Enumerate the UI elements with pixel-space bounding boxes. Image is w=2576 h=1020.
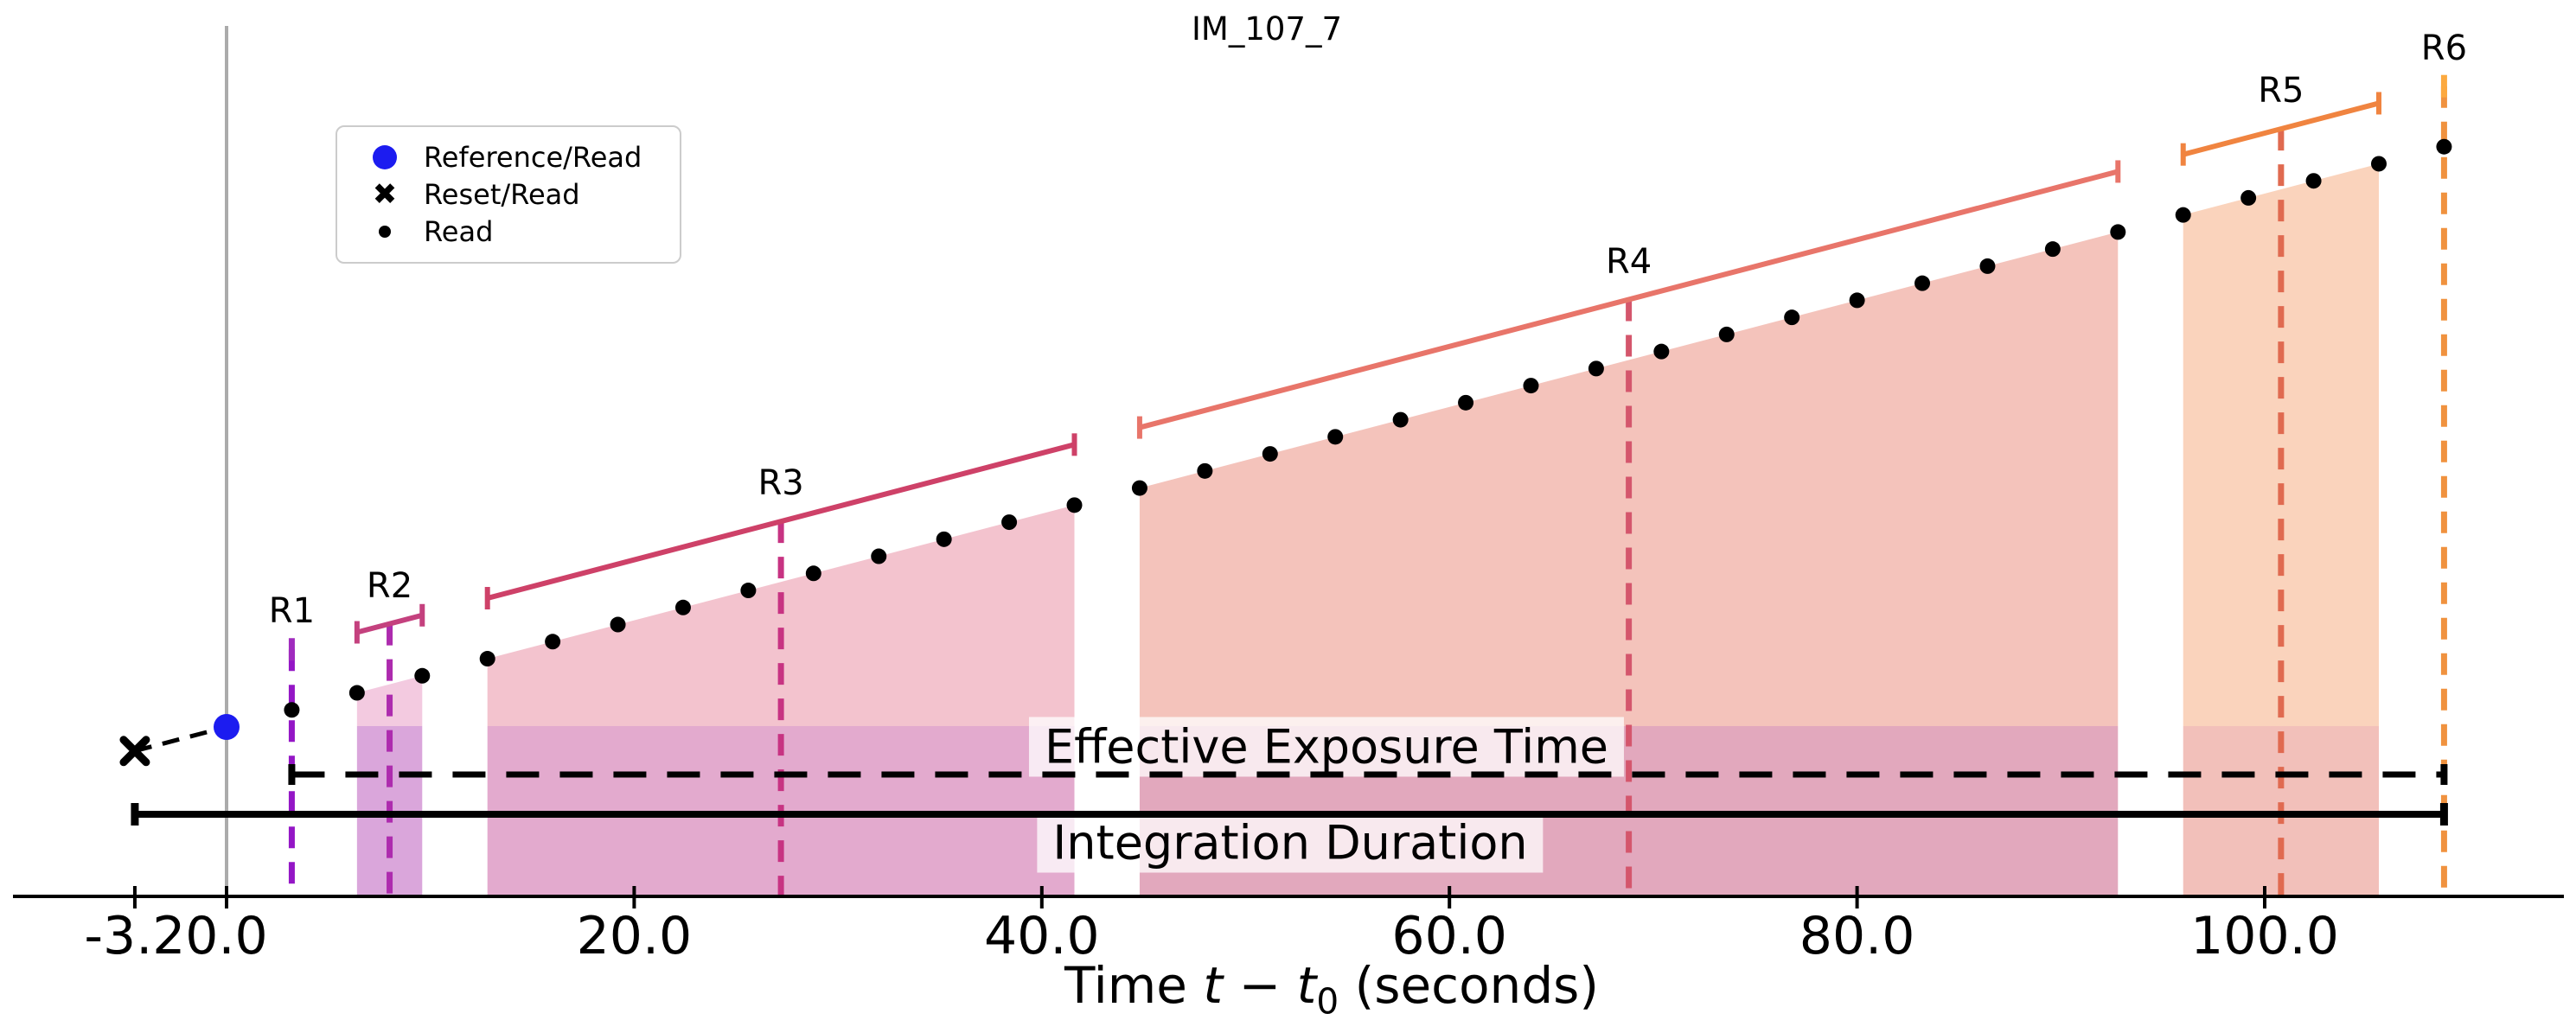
read-dot xyxy=(2110,224,2126,240)
group-label-R2: R2 xyxy=(366,565,413,606)
group-band-upper-R3 xyxy=(487,505,1075,726)
reference-read-dot xyxy=(214,714,240,740)
integration-duration-label: Integration Duration xyxy=(1037,813,1544,873)
read-dot xyxy=(479,651,495,667)
group-label-R6: R6 xyxy=(2420,28,2468,68)
read-marker-icon xyxy=(379,225,391,238)
xlabel-t-var: t xyxy=(1203,956,1224,1015)
x-tick-label: 0.0 xyxy=(185,906,268,966)
legend-label-reference: Reference/Read xyxy=(424,141,642,175)
read-dot xyxy=(1066,497,1083,513)
read-dot xyxy=(871,548,887,564)
group-label-R5: R5 xyxy=(2258,71,2304,112)
x-tick-label: 40.0 xyxy=(984,906,1100,966)
read-dot xyxy=(1458,394,1474,411)
chart-title: IM_107_7 xyxy=(1192,10,1342,48)
x-axis-label: Time t − t0 (seconds) xyxy=(1064,956,1599,1020)
group-bracket-R3 xyxy=(486,442,1076,601)
read-dot xyxy=(348,685,365,701)
xlabel-t0-var: t xyxy=(1296,956,1317,1015)
read-dot xyxy=(1914,275,1931,291)
legend-row-reference: Reference/Read xyxy=(346,139,671,176)
effective-exposure-label: Effective Exposure Time xyxy=(1028,717,1625,777)
group-label-R4: R4 xyxy=(1605,241,1652,282)
group-bracket-R5 xyxy=(2182,100,2380,157)
read-dot xyxy=(2370,156,2387,172)
read-dot xyxy=(2175,207,2191,223)
reset-to-reference-connector xyxy=(134,724,227,754)
read-dot xyxy=(545,634,561,650)
group-bracket-R4 xyxy=(1139,169,2119,430)
read-dot xyxy=(1784,309,1800,326)
x-tick-label: 60.0 xyxy=(1391,906,1507,966)
read-dot xyxy=(1262,446,1278,462)
legend-label-reset: Reset/Read xyxy=(424,178,580,211)
group-band-upper-R5 xyxy=(2183,163,2379,726)
legend-row-reset: ✖ Reset/Read xyxy=(346,176,671,214)
legend-label-read: Read xyxy=(424,214,494,248)
xlabel-minus: − xyxy=(1223,956,1297,1015)
read-dot xyxy=(2240,189,2257,206)
read-dot xyxy=(805,565,821,582)
legend-box: Reference/Read ✖ Reset/Read Read xyxy=(336,125,681,264)
group-label-R3: R3 xyxy=(757,463,804,504)
xlabel-prefix: Time xyxy=(1064,956,1204,1015)
x-tick-label: 20.0 xyxy=(576,906,693,966)
read-dot xyxy=(1718,326,1735,342)
read-dot xyxy=(1327,429,1344,445)
legend-row-read: Read xyxy=(346,213,671,250)
read-dot xyxy=(1131,480,1147,496)
read-dot xyxy=(936,531,952,547)
reset-read-x-marker xyxy=(119,736,150,767)
xlabel-t0-sub: 0 xyxy=(1316,980,1339,1020)
x-tick-label: 80.0 xyxy=(1799,906,1915,966)
read-dot xyxy=(674,599,691,615)
reference-read-marker-icon xyxy=(373,145,397,170)
read-dot xyxy=(1849,292,1865,309)
read-dot xyxy=(1588,360,1604,377)
x-tick-label: -3.2 xyxy=(84,906,186,966)
read-dot xyxy=(2305,173,2322,189)
read-dot xyxy=(610,616,626,633)
read-dot xyxy=(1001,514,1018,531)
xlabel-suffix: (seconds) xyxy=(1339,956,1599,1015)
read-dot xyxy=(2044,241,2061,258)
read-dot xyxy=(2436,138,2452,155)
read-dot xyxy=(284,702,300,718)
reset-read-marker-icon: ✖ xyxy=(372,177,398,212)
group-label-R1: R1 xyxy=(268,591,316,632)
read-dot xyxy=(1653,343,1670,360)
read-dot xyxy=(740,583,757,599)
x-tick-label: 100.0 xyxy=(2190,906,2339,966)
read-dot xyxy=(1197,462,1213,479)
read-dot xyxy=(414,667,431,684)
read-dot xyxy=(1523,378,1539,394)
read-dot xyxy=(1392,411,1409,428)
read-dot xyxy=(1979,258,1996,274)
group-bracket-R2 xyxy=(356,612,424,635)
